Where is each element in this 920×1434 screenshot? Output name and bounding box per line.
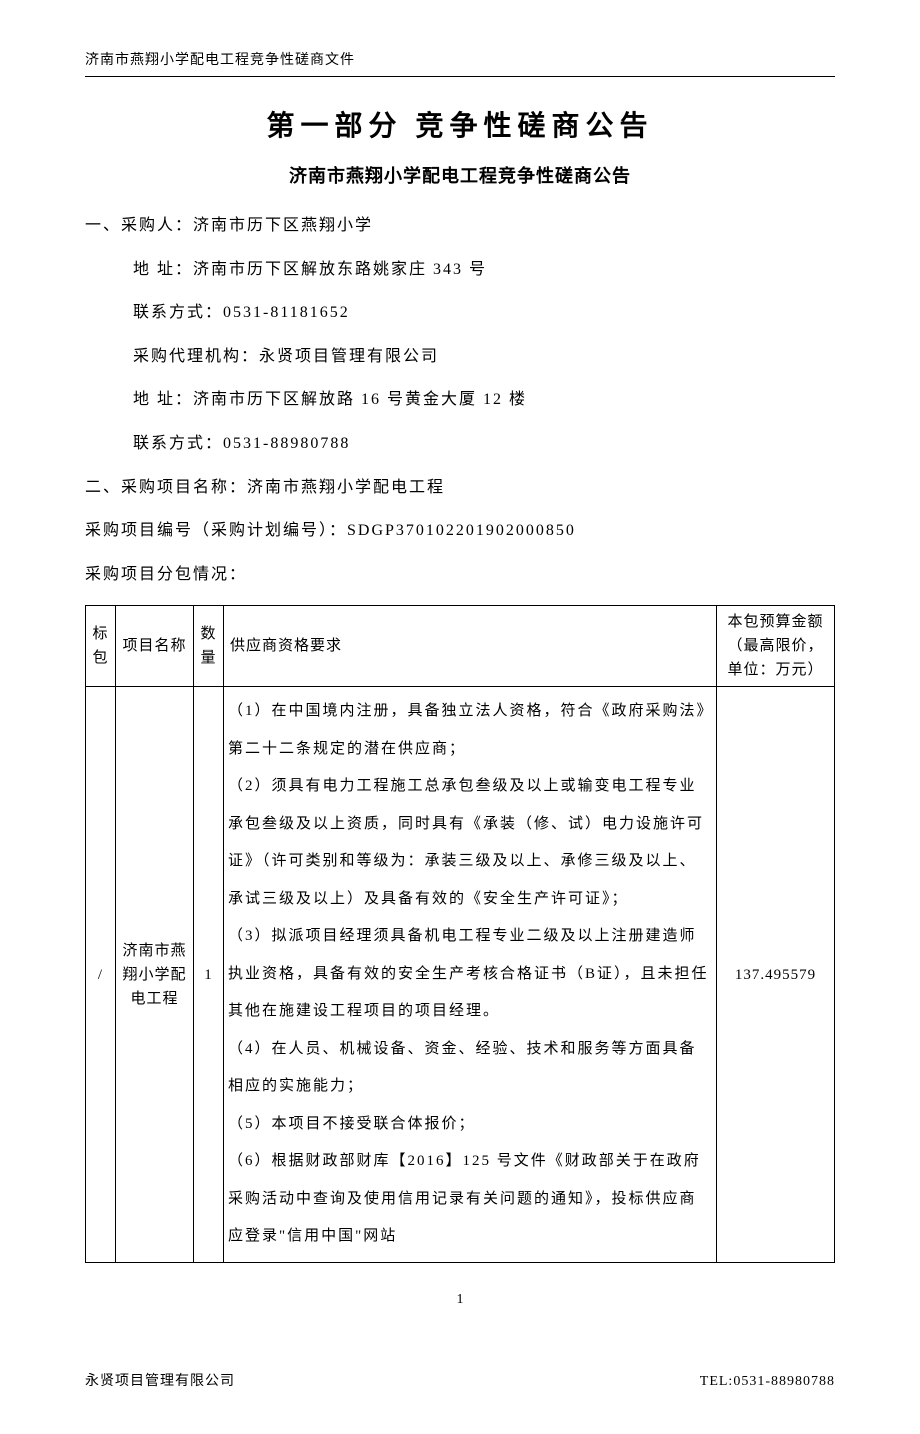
project-number-line: 采购项目编号（采购计划编号）：SDGP370102201902000850	[85, 518, 835, 544]
purchaser-contact: 联系方式：0531-81181652	[85, 300, 835, 326]
purchaser-line: 一、采购人：济南市历下区燕翔小学	[85, 213, 835, 239]
agency-name: 采购代理机构：永贤项目管理有限公司	[85, 344, 835, 370]
table-header-row: 标包 项目名称 数量 供应商资格要求 本包预算金额（最高限价，单位：万元）	[86, 606, 835, 687]
page-footer: 永贤项目管理有限公司 TEL:0531-88980788	[85, 1371, 835, 1393]
header-requirements: 供应商资格要求	[224, 606, 717, 687]
package-table: 标包 项目名称 数量 供应商资格要求 本包预算金额（最高限价，单位：万元） / …	[85, 605, 835, 1263]
cell-budget: 137.495579	[717, 687, 835, 1263]
table-row: / 济南市燕翔小学配电工程 1 （1）在中国境内注册，具备独立法人资格，符合《政…	[86, 687, 835, 1263]
footer-right: TEL:0531-88980788	[700, 1371, 835, 1393]
package-info-line: 采购项目分包情况：	[85, 562, 835, 588]
cell-name: 济南市燕翔小学配电工程	[116, 687, 194, 1263]
cell-requirements: （1）在中国境内注册，具备独立法人资格，符合《政府采购法》第二十二条规定的潜在供…	[224, 687, 717, 1263]
sub-title: 济南市燕翔小学配电工程竞争性磋商公告	[85, 162, 835, 191]
cell-bid: /	[86, 687, 116, 1263]
cell-qty: 1	[194, 687, 224, 1263]
project-name-line: 二、采购项目名称：济南市燕翔小学配电工程	[85, 475, 835, 501]
main-title: 第一部分 竞争性磋商公告	[85, 105, 835, 150]
page-number: 1	[85, 1289, 835, 1311]
header-qty: 数量	[194, 606, 224, 687]
page-header: 济南市燕翔小学配电工程竞争性磋商文件	[85, 50, 835, 77]
agency-address: 地 址：济南市历下区解放路 16 号黄金大厦 12 楼	[85, 387, 835, 413]
header-name: 项目名称	[116, 606, 194, 687]
agency-contact: 联系方式：0531-88980788	[85, 431, 835, 457]
header-budget: 本包预算金额（最高限价，单位：万元）	[717, 606, 835, 687]
header-bid: 标包	[86, 606, 116, 687]
footer-left: 永贤项目管理有限公司	[85, 1371, 235, 1393]
purchaser-address: 地 址：济南市历下区解放东路姚家庄 343 号	[85, 257, 835, 283]
